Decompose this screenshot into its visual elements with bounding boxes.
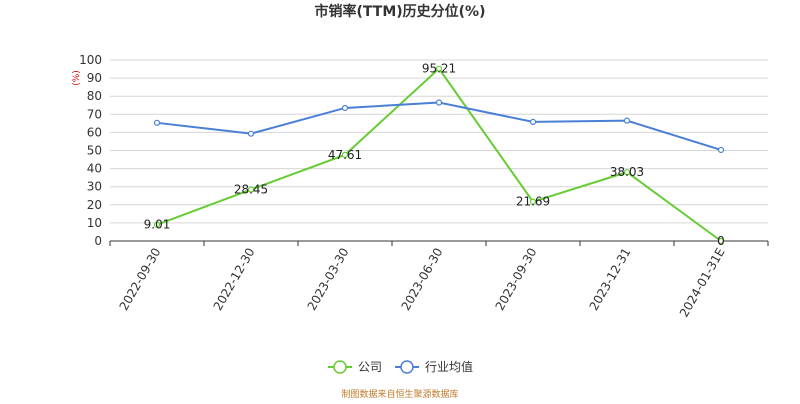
- legend-marker: [333, 360, 347, 374]
- x-axis-ticks: 2022-09-30 2022-12-30 2023-03-30 2023-06-30…: [117, 246, 728, 320]
- y-tick-label: 70: [87, 107, 102, 121]
- legend-marker: [400, 360, 414, 374]
- y-tick-label: 20: [87, 198, 102, 212]
- x-tick-label: 2022-09-30: [117, 246, 164, 313]
- y-tick-label: 100: [79, 53, 102, 67]
- x-tick-label: 2023-06-30: [399, 246, 446, 313]
- data-label: 47.61: [328, 148, 362, 162]
- industry-series-point: [153, 119, 161, 126]
- industry-series-point: [341, 104, 349, 112]
- y-tick-label: 40: [87, 162, 102, 176]
- y-tick-label: 60: [87, 125, 102, 139]
- y-tick-label: 80: [87, 89, 102, 103]
- company-series-point: [623, 169, 631, 176]
- company-series-point: [153, 221, 161, 228]
- data-label: 21.69: [516, 195, 550, 209]
- company-series-point: [717, 237, 725, 245]
- data-label: 38.03: [610, 165, 644, 179]
- y-axis-unit: (%): [72, 70, 82, 86]
- y-tick-label: 30: [87, 180, 102, 194]
- industry-series-point: [717, 146, 725, 154]
- series: [153, 65, 725, 245]
- legend-item-company[interactable]: 公司: [328, 360, 382, 374]
- industry-series-point: [529, 118, 537, 126]
- axes: [109, 240, 769, 246]
- company-series-point: [341, 151, 349, 158]
- industry-series-line: [156, 101, 722, 151]
- y-tick-label: 50: [87, 144, 102, 158]
- industry-series-point: [623, 117, 631, 124]
- chart-title: 市销率(TTM)历史分位(%): [315, 3, 486, 20]
- y-tick-label: 0: [94, 234, 102, 248]
- data-label: 95.21: [422, 62, 456, 76]
- x-tick-label: 2023-03-30: [305, 246, 352, 313]
- legend-label: 公司: [358, 360, 382, 374]
- grid-lines: [110, 59, 768, 224]
- industry-series-point: [247, 130, 255, 137]
- x-tick-label: 2022-12-30: [211, 246, 258, 313]
- data-labels: 9.01 28.45 47.61 95.21 21.69 38.03 0: [144, 62, 725, 248]
- legend-item-industry[interactable]: 行业均值: [395, 359, 473, 374]
- legend[interactable]: 公司 行业均值: [328, 359, 473, 374]
- x-tick-label: 2023-12-31: [587, 246, 634, 313]
- company-series-line: [156, 67, 722, 242]
- data-label: 9.01: [144, 218, 171, 232]
- y-tick-label: 90: [87, 71, 102, 85]
- x-tick-label: 2024-01-31E: [677, 246, 728, 320]
- data-label: 0: [717, 234, 725, 248]
- company-series-point: [435, 65, 443, 72]
- industry-series-point: [435, 99, 443, 106]
- y-axis-ticks: 0 10 20 30 40 50 60 70 80 90 100: [79, 53, 102, 248]
- legend-label: 行业均值: [425, 359, 473, 374]
- x-tick-label: 2023-09-30: [493, 246, 540, 313]
- company-series-point: [529, 198, 537, 205]
- data-label: 28.45: [234, 183, 268, 197]
- source-note: 制图数据来自恒生聚源数据库: [341, 388, 458, 400]
- company-series-point: [247, 186, 255, 193]
- y-tick-label: 10: [87, 216, 102, 230]
